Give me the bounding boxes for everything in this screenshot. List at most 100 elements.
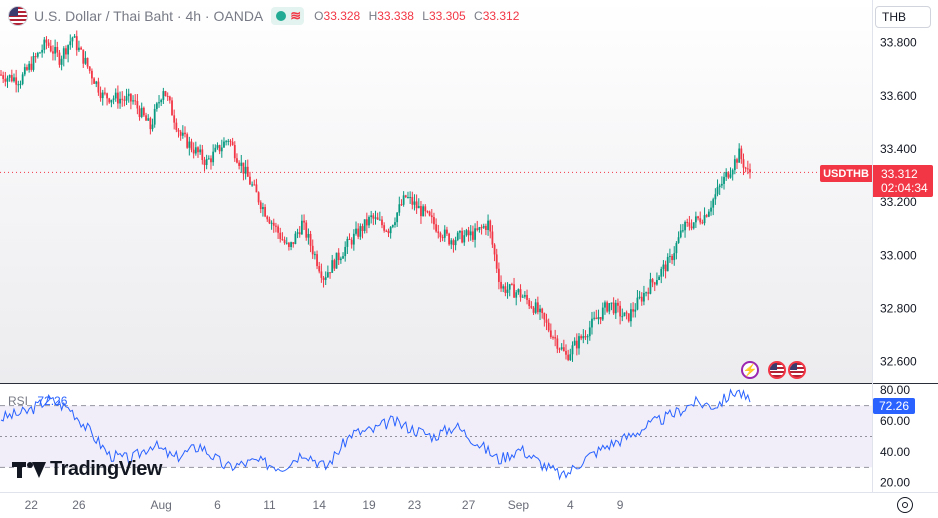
candle-body bbox=[138, 108, 141, 118]
us-flag-event-icon[interactable] bbox=[788, 361, 806, 379]
candle-body bbox=[45, 39, 48, 43]
candle-body bbox=[606, 302, 609, 312]
tradingview-logo[interactable]: TradingView bbox=[12, 458, 162, 480]
candle-body bbox=[28, 63, 31, 70]
low-label: L bbox=[422, 9, 429, 23]
candle-body bbox=[329, 272, 331, 274]
candle-body bbox=[264, 207, 266, 217]
candle-body bbox=[523, 295, 526, 297]
candle-body bbox=[720, 183, 723, 186]
rsi-value: 72.26 bbox=[37, 394, 68, 408]
candle-body bbox=[54, 46, 57, 54]
candle-body bbox=[716, 187, 719, 195]
rsi-legend[interactable]: RSI 72.26 bbox=[8, 394, 67, 408]
candle-body bbox=[281, 239, 284, 241]
price-tick-label: 33.600 bbox=[880, 89, 917, 103]
last-price-value: 33.312 bbox=[881, 167, 918, 181]
candle-body bbox=[385, 230, 388, 232]
symbol-title[interactable]: U.S. Dollar / Thai Baht · 4h · OANDA bbox=[34, 8, 264, 24]
rsi-tick-label: 60.00 bbox=[880, 414, 910, 428]
candle-body bbox=[192, 149, 195, 154]
candle-body bbox=[426, 211, 429, 213]
candle-body bbox=[177, 129, 180, 132]
high-label: H bbox=[368, 9, 378, 23]
price-tick-label: 33.400 bbox=[880, 142, 917, 156]
candle-body bbox=[134, 100, 137, 102]
candle-body bbox=[84, 57, 87, 64]
candle-body bbox=[448, 233, 451, 245]
candle-body bbox=[584, 336, 587, 338]
price-tick-label: 33.800 bbox=[880, 36, 917, 50]
candle-body bbox=[675, 242, 678, 254]
candle-body bbox=[534, 302, 537, 313]
rsi-band bbox=[0, 405, 872, 468]
gear-icon[interactable] bbox=[897, 497, 913, 513]
candle-body bbox=[218, 145, 221, 152]
candle-body bbox=[493, 244, 496, 255]
candle-body bbox=[149, 118, 152, 130]
candle-body bbox=[158, 102, 160, 104]
candle-body bbox=[595, 317, 598, 320]
candle-body bbox=[168, 96, 171, 101]
candle-body bbox=[335, 252, 338, 269]
candle-body bbox=[744, 167, 747, 169]
candle-body bbox=[404, 195, 407, 198]
candle-body bbox=[361, 226, 364, 232]
candle-body bbox=[249, 176, 251, 185]
candle-body bbox=[638, 296, 641, 298]
candle-body bbox=[396, 212, 399, 223]
bar-countdown: 02:04:34 bbox=[881, 181, 928, 195]
candle-body bbox=[69, 41, 72, 46]
candle-body bbox=[242, 162, 245, 174]
candle-body bbox=[229, 140, 232, 142]
candle-body bbox=[197, 147, 199, 153]
candle-body bbox=[591, 318, 593, 328]
candle-body bbox=[205, 159, 208, 166]
candle-body bbox=[357, 228, 360, 237]
candle-body bbox=[383, 225, 386, 231]
candle-body bbox=[91, 70, 93, 79]
pane-divider[interactable] bbox=[0, 383, 938, 384]
candle-body bbox=[619, 305, 622, 317]
candle-body bbox=[13, 77, 15, 82]
candle-body bbox=[558, 348, 561, 350]
candle-body bbox=[80, 47, 82, 50]
candle-body bbox=[132, 100, 134, 102]
candle-body bbox=[690, 226, 693, 229]
candle-body bbox=[530, 306, 533, 308]
candle-body bbox=[238, 162, 241, 166]
currency-button[interactable]: THB bbox=[875, 6, 931, 28]
time-tick-label: 14 bbox=[313, 498, 327, 512]
price-chart-pane[interactable] bbox=[0, 0, 872, 383]
candle-body bbox=[104, 92, 106, 94]
candle-body bbox=[684, 221, 686, 231]
lightning-icon[interactable]: ⚡ bbox=[741, 361, 759, 379]
candle-body bbox=[116, 92, 119, 104]
tradingview-logo-icon bbox=[12, 460, 46, 478]
candle-body bbox=[82, 49, 85, 64]
market-status-badge[interactable]: ≋ bbox=[271, 7, 305, 25]
candle-body bbox=[733, 159, 736, 171]
candle-body bbox=[101, 92, 104, 99]
candle-body bbox=[225, 141, 228, 143]
close-value: 33.312 bbox=[482, 9, 520, 23]
candle-body bbox=[376, 217, 379, 220]
candle-body bbox=[452, 240, 455, 246]
us-flag-event-icon[interactable] bbox=[768, 361, 786, 379]
candle-body bbox=[433, 217, 435, 225]
candle-body bbox=[210, 158, 212, 163]
candle-body bbox=[643, 292, 645, 302]
symbol-legend: U.S. Dollar / Thai Baht · 4h · OANDA ≋ O… bbox=[8, 6, 524, 26]
candle-body bbox=[480, 227, 483, 229]
candle-body bbox=[532, 307, 535, 313]
candle-body bbox=[363, 219, 366, 232]
candle-body bbox=[666, 256, 669, 272]
candle-body bbox=[705, 215, 708, 217]
candle-body bbox=[692, 222, 695, 229]
candle-body bbox=[296, 232, 299, 234]
candle-body bbox=[617, 302, 619, 306]
candle-body bbox=[95, 81, 98, 84]
candle-body bbox=[623, 312, 626, 317]
candle-body bbox=[439, 233, 442, 238]
